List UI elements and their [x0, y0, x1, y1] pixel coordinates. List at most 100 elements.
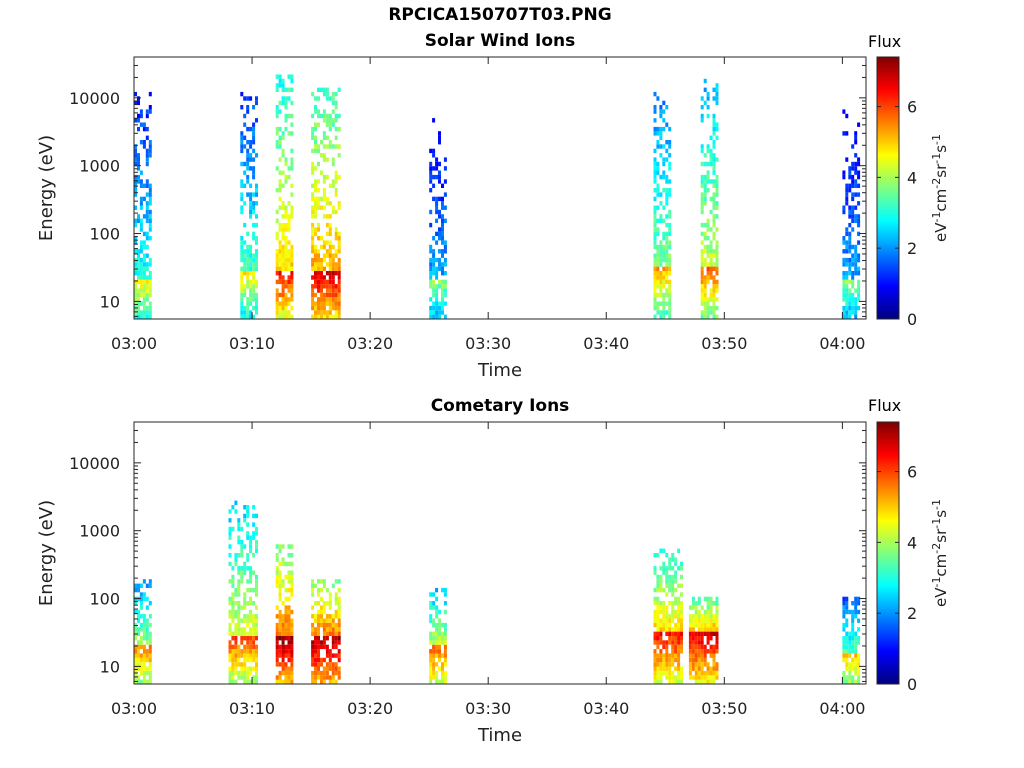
spectrogram-cell — [429, 653, 433, 658]
spectrogram-cell — [287, 605, 291, 610]
spectrogram-cell — [662, 249, 666, 254]
spectrogram-cell — [284, 105, 288, 110]
spectrogram-cell — [668, 288, 672, 293]
spectrogram-cell — [712, 262, 716, 267]
spectrogram-cell — [148, 196, 152, 202]
spectrogram-cell — [320, 236, 323, 241]
spectrogram-cell — [317, 144, 320, 149]
spectrogram-cell — [677, 548, 681, 553]
spectrogram-cell — [275, 622, 279, 628]
spectrogram-cell — [677, 675, 681, 680]
spectrogram-cell — [322, 675, 326, 680]
spectrogram-cell — [715, 100, 719, 106]
spectrogram-cell — [284, 636, 288, 641]
spectrogram-cell — [848, 262, 852, 267]
spectrogram-cell — [438, 622, 441, 628]
spectrogram-cell — [137, 618, 140, 623]
spectrogram-cell — [694, 640, 698, 645]
spectrogram-cell — [709, 653, 713, 658]
spectrogram-cell — [443, 157, 447, 162]
spectrogram-cell — [842, 644, 846, 650]
spectrogram-cell — [709, 257, 713, 263]
spectrogram-cell — [139, 227, 143, 232]
spectrogram-cell — [668, 179, 672, 184]
spectrogram-cell — [851, 649, 855, 654]
spectrogram-cell — [429, 649, 433, 654]
spectrogram-cell — [137, 166, 140, 171]
spectrogram-cell — [328, 301, 332, 306]
spectrogram-cell — [142, 275, 146, 280]
spectrogram-cell — [854, 670, 858, 676]
spectrogram-cell — [857, 157, 861, 162]
spectrogram-cell — [249, 201, 253, 206]
spectrogram-cell — [851, 679, 855, 684]
spectrogram-cell — [325, 301, 329, 306]
spectrogram-cell — [694, 675, 698, 680]
spectrogram-cell — [142, 310, 146, 315]
spectrogram-cell — [656, 670, 660, 676]
spectrogram-cell — [290, 262, 294, 267]
spectrogram-cell — [243, 601, 247, 606]
spectrogram-cell — [311, 627, 315, 632]
spectrogram-cell — [854, 249, 858, 254]
spectrogram-cell — [287, 249, 291, 254]
spectrogram-cell — [325, 622, 329, 628]
spectrogram-cell — [139, 262, 143, 267]
spectrogram-cell — [441, 236, 444, 241]
spectrogram-cell — [290, 131, 294, 136]
spectrogram-cell — [148, 222, 152, 228]
spectrogram-cell — [290, 640, 294, 645]
spectrogram-cell — [659, 271, 663, 276]
spectrogram-cell — [671, 662, 675, 667]
spectrogram-cell — [148, 275, 152, 280]
spectrogram-cell — [659, 666, 663, 671]
spectrogram-cell — [137, 262, 140, 267]
spectrogram-cell — [334, 609, 338, 615]
x-tick-label: 03:10 — [229, 699, 275, 718]
spectrogram-cell — [709, 249, 713, 254]
spectrogram-cell — [278, 570, 282, 575]
spectrogram-cell — [322, 627, 326, 632]
spectrogram-cell — [311, 579, 315, 584]
spectrogram-cell — [851, 279, 855, 285]
spectrogram-cell — [659, 253, 663, 258]
spectrogram-cell — [145, 640, 149, 645]
spectrogram-cell — [662, 601, 666, 606]
spectrogram-cell — [848, 310, 852, 315]
spectrogram-cell — [715, 279, 719, 285]
spectrogram-cell — [275, 266, 279, 271]
spectrogram-cell — [322, 305, 326, 311]
spectrogram-cell — [317, 205, 320, 210]
spectrogram-cell — [139, 109, 143, 114]
spectrogram-cell — [255, 636, 258, 641]
spectrogram-cell — [331, 662, 335, 667]
spectrogram-cell — [845, 310, 849, 315]
spectrogram-cell — [322, 314, 326, 319]
spectrogram-cell — [228, 553, 232, 558]
spectrogram-cell — [252, 262, 256, 267]
spectrogram-cell — [706, 266, 710, 271]
spectrogram-cell — [284, 301, 288, 306]
spectrogram-cell — [842, 679, 846, 684]
spectrogram-cell — [665, 666, 669, 671]
spectrogram-cell — [311, 653, 315, 658]
spectrogram-cell — [443, 631, 447, 636]
y-tick-label: 10 — [100, 657, 120, 676]
spectrogram-cell — [700, 118, 704, 123]
spectrogram-cell — [331, 262, 335, 267]
spectrogram-cell — [290, 100, 294, 106]
spectrogram-cell — [429, 670, 433, 676]
spectrogram-cell — [443, 218, 447, 223]
spectrogram-cell — [715, 183, 719, 188]
spectrogram-cell — [249, 653, 253, 658]
spectrogram-cell — [243, 161, 247, 167]
spectrogram-cell — [328, 279, 332, 285]
spectrogram-cell — [331, 618, 335, 623]
spectrogram-cell — [228, 614, 232, 619]
spectrogram-cell — [243, 310, 247, 315]
spectrogram-cell — [715, 188, 719, 193]
spectrogram-cell — [334, 601, 338, 606]
spectrogram-cell — [142, 214, 146, 219]
spectrogram-cell — [715, 288, 719, 293]
